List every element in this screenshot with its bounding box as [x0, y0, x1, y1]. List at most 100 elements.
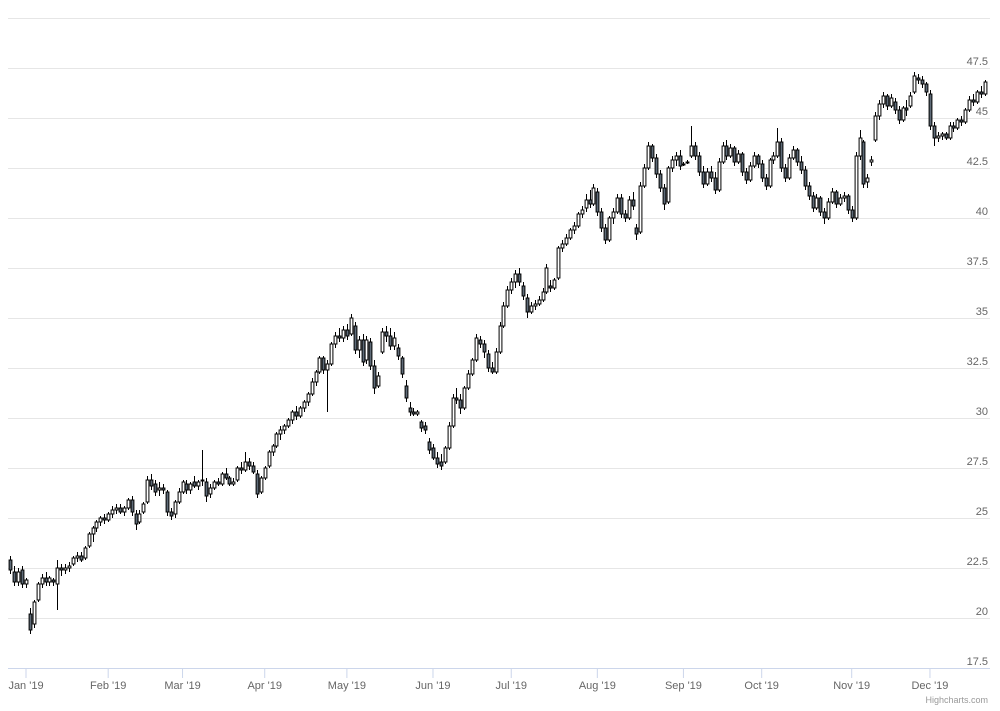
- candle-body: [71, 557, 76, 565]
- candle-body: [353, 325, 358, 351]
- candle-body: [705, 171, 710, 185]
- candle-body: [173, 501, 178, 515]
- candle-body: [345, 329, 350, 337]
- candle-body: [200, 479, 205, 482]
- candle-body: [771, 155, 776, 161]
- candle-body: [873, 115, 878, 141]
- candle-body: [842, 195, 847, 199]
- candle-body: [98, 517, 103, 523]
- axes: 17.5 20 22.5 25 27.5 30 32.5 35 37.5 40 42.5 45 47.5…: [8, 56, 990, 692]
- candle-body: [814, 197, 819, 209]
- candle-body: [451, 397, 456, 427]
- candle-body: [302, 401, 307, 409]
- candle-body: [916, 77, 921, 81]
- candle-body: [110, 509, 115, 515]
- candle-body: [509, 281, 514, 291]
- candle-body: [908, 95, 913, 107]
- candle-body: [447, 425, 452, 449]
- candle-body: [333, 335, 338, 345]
- candle-body: [979, 91, 984, 95]
- candle-body: [321, 357, 326, 371]
- candle-body: [204, 481, 209, 497]
- candle-body: [212, 481, 217, 489]
- y-tick-label: 30: [976, 406, 988, 418]
- x-tick-label: Oct '19: [744, 680, 779, 692]
- candle-body: [314, 371, 319, 383]
- candle-body: [94, 521, 99, 529]
- candle-body: [983, 81, 988, 95]
- candle-body: [556, 247, 561, 279]
- candle-body: [454, 397, 459, 401]
- candle-body: [783, 167, 788, 179]
- candle-body: [122, 507, 127, 513]
- candle-body: [427, 441, 432, 451]
- candle-body: [967, 99, 972, 111]
- candle-body: [721, 145, 726, 163]
- candle-body: [24, 579, 29, 585]
- candle-body: [290, 411, 295, 421]
- candle-body: [306, 393, 311, 403]
- candle-body: [971, 99, 976, 103]
- candle-body: [764, 177, 769, 187]
- candle-body: [818, 197, 823, 213]
- y-tick-label: 27.5: [967, 456, 988, 468]
- candle-body: [384, 331, 389, 337]
- candle-body: [846, 195, 851, 211]
- candle-body: [372, 365, 377, 389]
- candle-body: [634, 227, 639, 235]
- candle-body: [87, 533, 92, 547]
- candle-body: [349, 317, 354, 335]
- candle-body: [40, 577, 45, 585]
- candle-body: [787, 157, 792, 179]
- candle-body: [91, 527, 96, 535]
- candle-body: [380, 331, 385, 353]
- candle-body: [646, 145, 651, 169]
- candle-body: [482, 343, 487, 353]
- candle-body: [137, 513, 142, 523]
- candle-body: [337, 335, 342, 339]
- candle-body: [595, 191, 600, 213]
- candle-body: [599, 211, 604, 229]
- candle-body: [685, 161, 690, 164]
- candle-body: [263, 467, 268, 479]
- candle-body: [259, 477, 264, 493]
- candle-body: [525, 297, 530, 313]
- candle-body: [693, 145, 698, 157]
- candle-body: [59, 567, 64, 571]
- candle-body: [568, 229, 573, 239]
- candle-body: [63, 567, 68, 571]
- candle-body: [341, 329, 346, 339]
- candle-body: [889, 97, 894, 107]
- x-tick-label: Nov '19: [833, 680, 870, 692]
- candle-body: [224, 473, 229, 479]
- candle-body: [235, 467, 240, 481]
- candle-body: [298, 407, 303, 417]
- candle-body: [584, 199, 589, 209]
- candle-body: [744, 171, 749, 181]
- candle-body: [681, 163, 686, 166]
- candle-body: [118, 507, 123, 513]
- candle-body: [196, 481, 201, 487]
- candle-body: [517, 273, 522, 283]
- x-tick-label: Aug '19: [579, 680, 616, 692]
- candle-body: [580, 209, 585, 215]
- candle-body: [564, 237, 569, 245]
- candle-body: [697, 155, 702, 173]
- x-tick-label: Jun '19: [415, 680, 450, 692]
- x-tick-label: Jan '19: [8, 680, 43, 692]
- y-tick-label: 22.5: [967, 556, 988, 568]
- candle-body: [924, 83, 929, 93]
- candle-body: [184, 483, 189, 491]
- candle-body: [431, 447, 436, 459]
- candle-body: [631, 199, 636, 207]
- candle-body: [615, 197, 620, 213]
- candle-body: [658, 173, 663, 189]
- candle-body: [944, 133, 949, 139]
- candle-body: [423, 425, 428, 431]
- candle-body: [768, 159, 773, 187]
- candle-body: [32, 601, 37, 625]
- candle-body: [130, 499, 135, 513]
- candle-body: [920, 79, 925, 85]
- candle-body: [317, 357, 322, 373]
- candle-body: [435, 457, 440, 465]
